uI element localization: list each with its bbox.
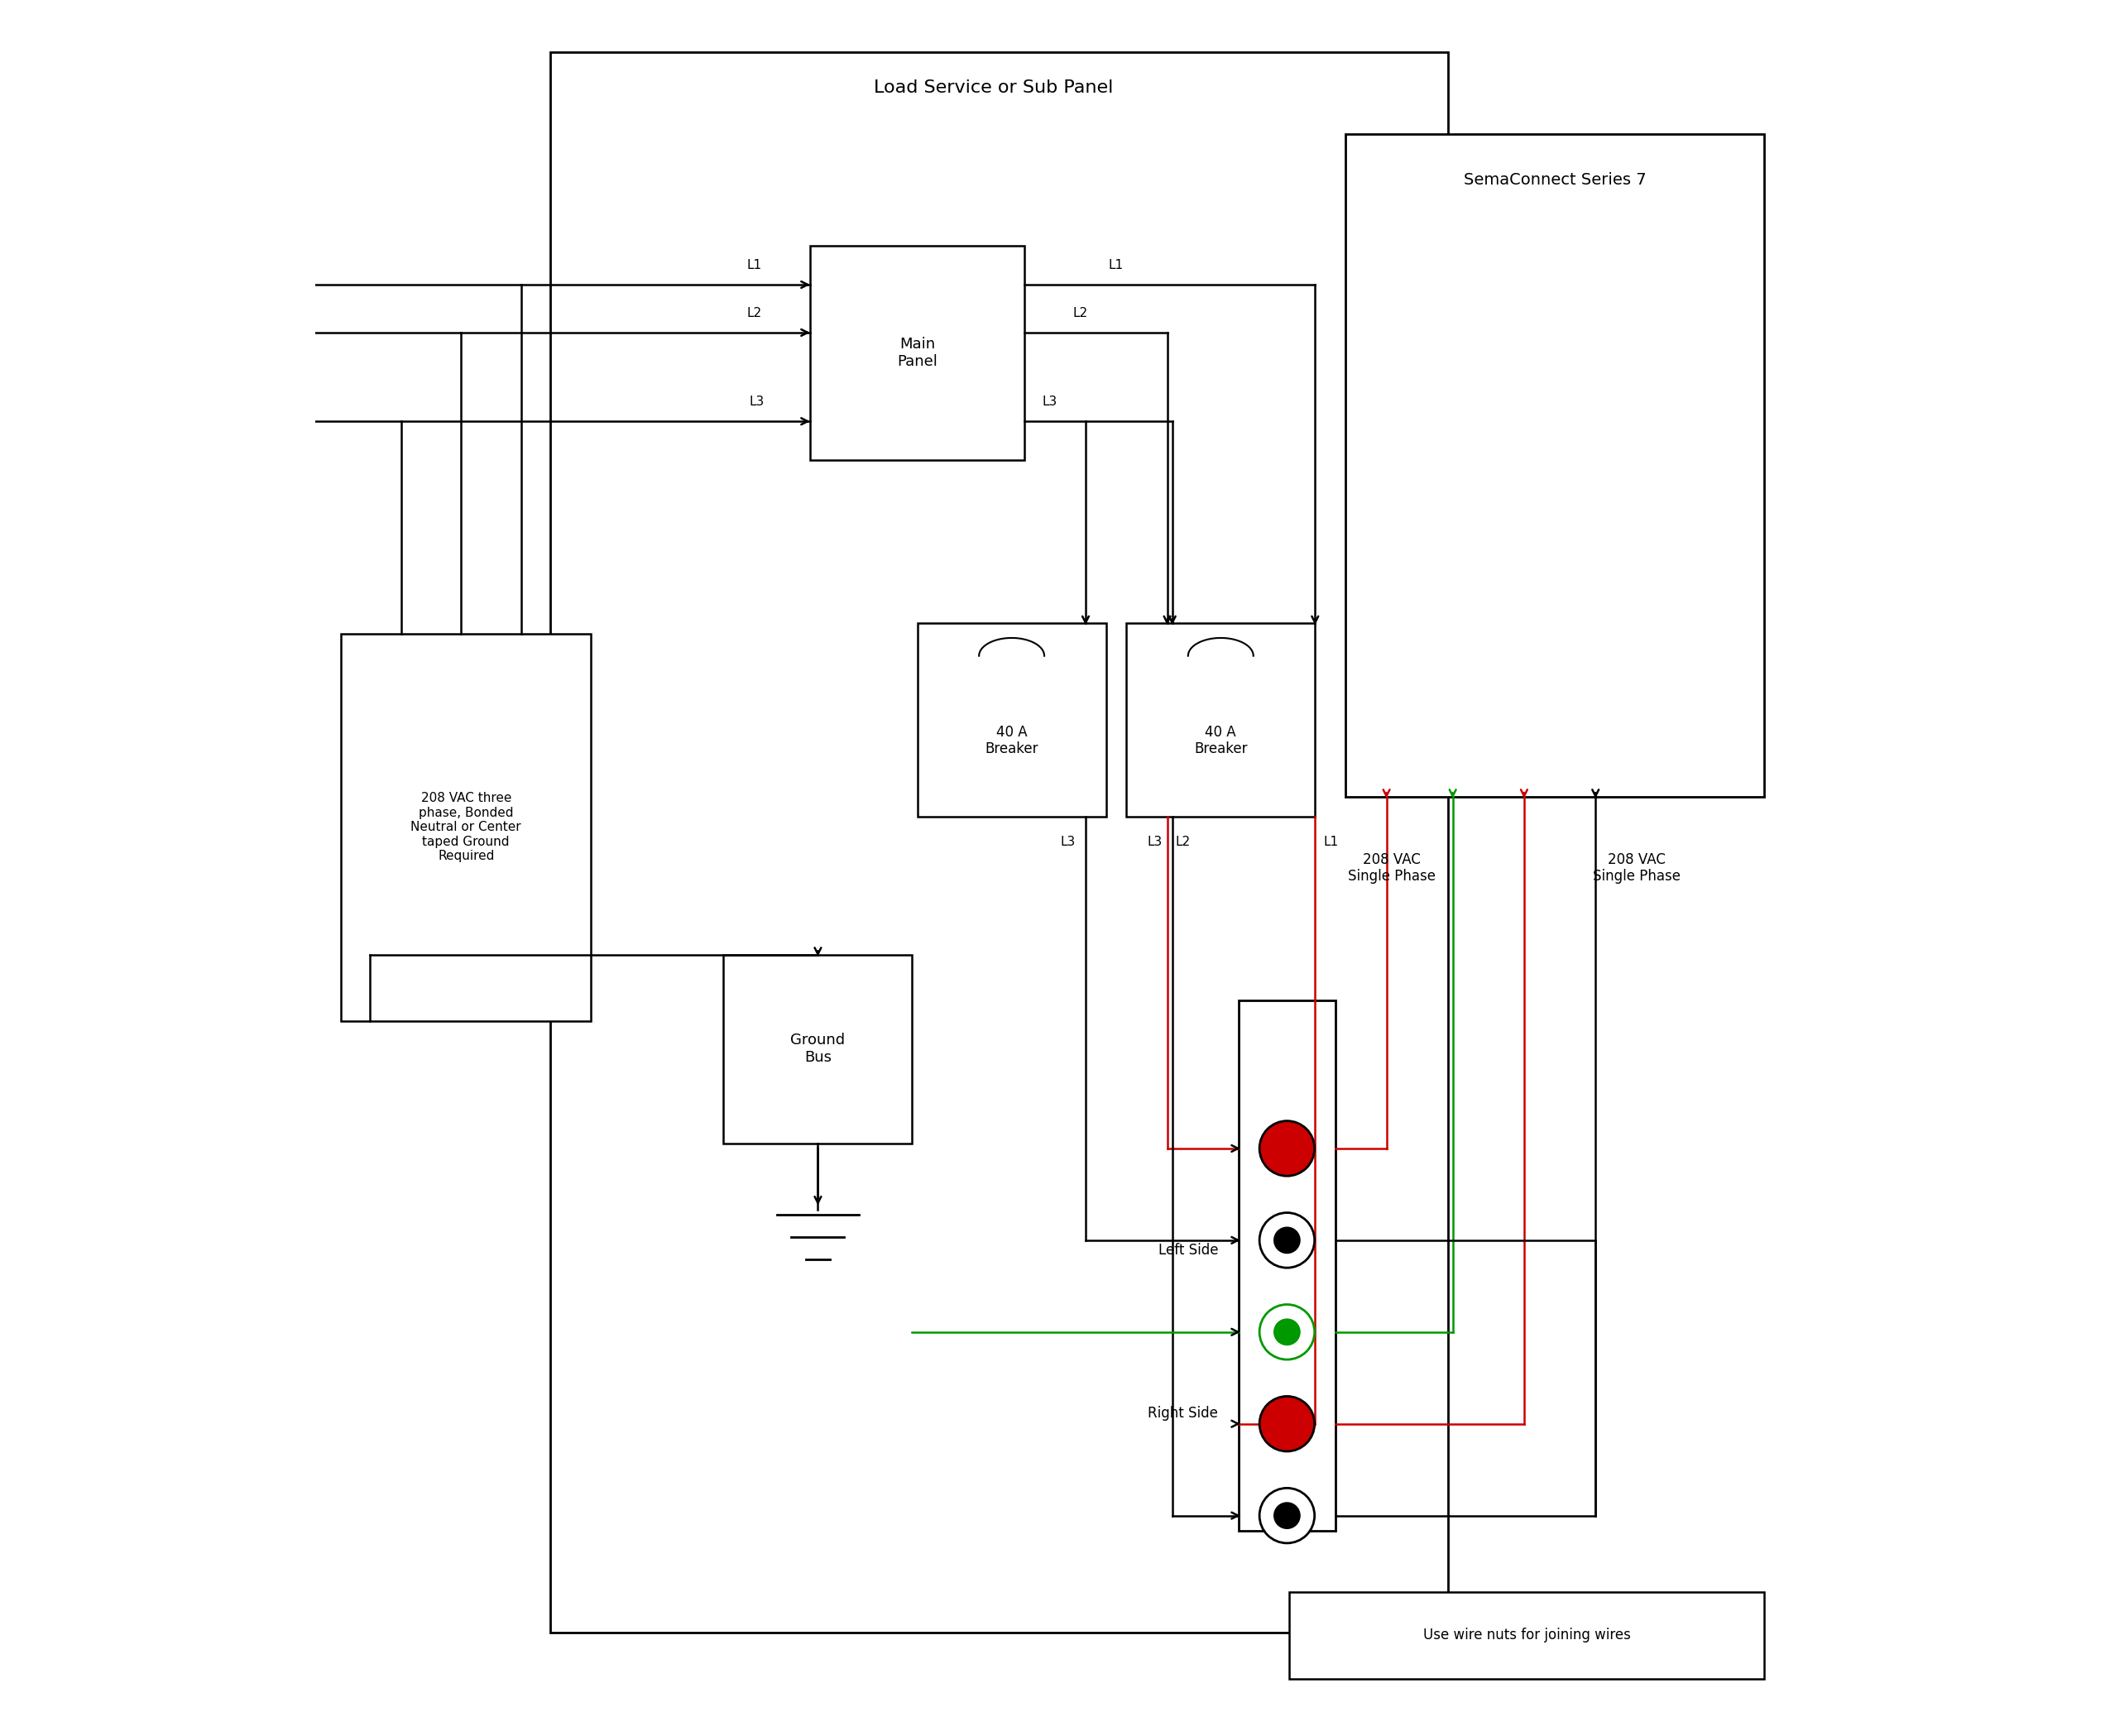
Bar <box>1289 1592 1764 1679</box>
Circle shape <box>1260 1213 1315 1267</box>
Text: L1: L1 <box>747 259 762 271</box>
Text: 40 A
Breaker: 40 A Breaker <box>985 724 1038 757</box>
Text: L3: L3 <box>1042 396 1057 408</box>
Text: L2: L2 <box>1175 835 1190 847</box>
Text: Use wire nuts for joining wires: Use wire nuts for joining wires <box>1422 1628 1631 1642</box>
Text: L3: L3 <box>749 396 764 408</box>
Text: Left Side: Left Side <box>1158 1243 1217 1259</box>
Text: L2: L2 <box>747 307 762 319</box>
Text: 208 VAC
Single Phase: 208 VAC Single Phase <box>1593 852 1680 884</box>
Text: L2: L2 <box>1074 307 1089 319</box>
Bar <box>918 623 1106 818</box>
Circle shape <box>1260 1304 1315 1359</box>
Bar <box>1346 134 1764 797</box>
Text: 208 VAC
Single Phase: 208 VAC Single Phase <box>1348 852 1435 884</box>
Bar <box>1239 1000 1336 1531</box>
Circle shape <box>1260 1121 1315 1175</box>
Circle shape <box>1260 1396 1315 1451</box>
Text: 208 VAC three
phase, Bonded
Neutral or Center
taped Ground
Required: 208 VAC three phase, Bonded Neutral or C… <box>411 792 521 863</box>
Circle shape <box>1260 1488 1315 1543</box>
Bar <box>551 52 1447 1634</box>
Text: 40 A
Breaker: 40 A Breaker <box>1194 724 1247 757</box>
Text: L3: L3 <box>1061 835 1076 847</box>
Text: Load Service or Sub Panel: Load Service or Sub Panel <box>874 80 1114 95</box>
Bar <box>1127 623 1315 818</box>
Text: L3: L3 <box>1148 835 1163 847</box>
Text: SemaConnect Series 7: SemaConnect Series 7 <box>1464 172 1646 187</box>
Text: Ground
Bus: Ground Bus <box>791 1033 846 1066</box>
Bar <box>342 634 591 1021</box>
Text: L1: L1 <box>1108 259 1125 271</box>
Text: Right Side: Right Side <box>1148 1406 1217 1422</box>
Circle shape <box>1274 1503 1300 1528</box>
Bar <box>810 247 1025 460</box>
Circle shape <box>1274 1319 1300 1344</box>
Text: Main
Panel: Main Panel <box>897 337 937 370</box>
Bar <box>724 955 912 1144</box>
Circle shape <box>1274 1227 1300 1253</box>
Text: L1: L1 <box>1323 835 1338 847</box>
